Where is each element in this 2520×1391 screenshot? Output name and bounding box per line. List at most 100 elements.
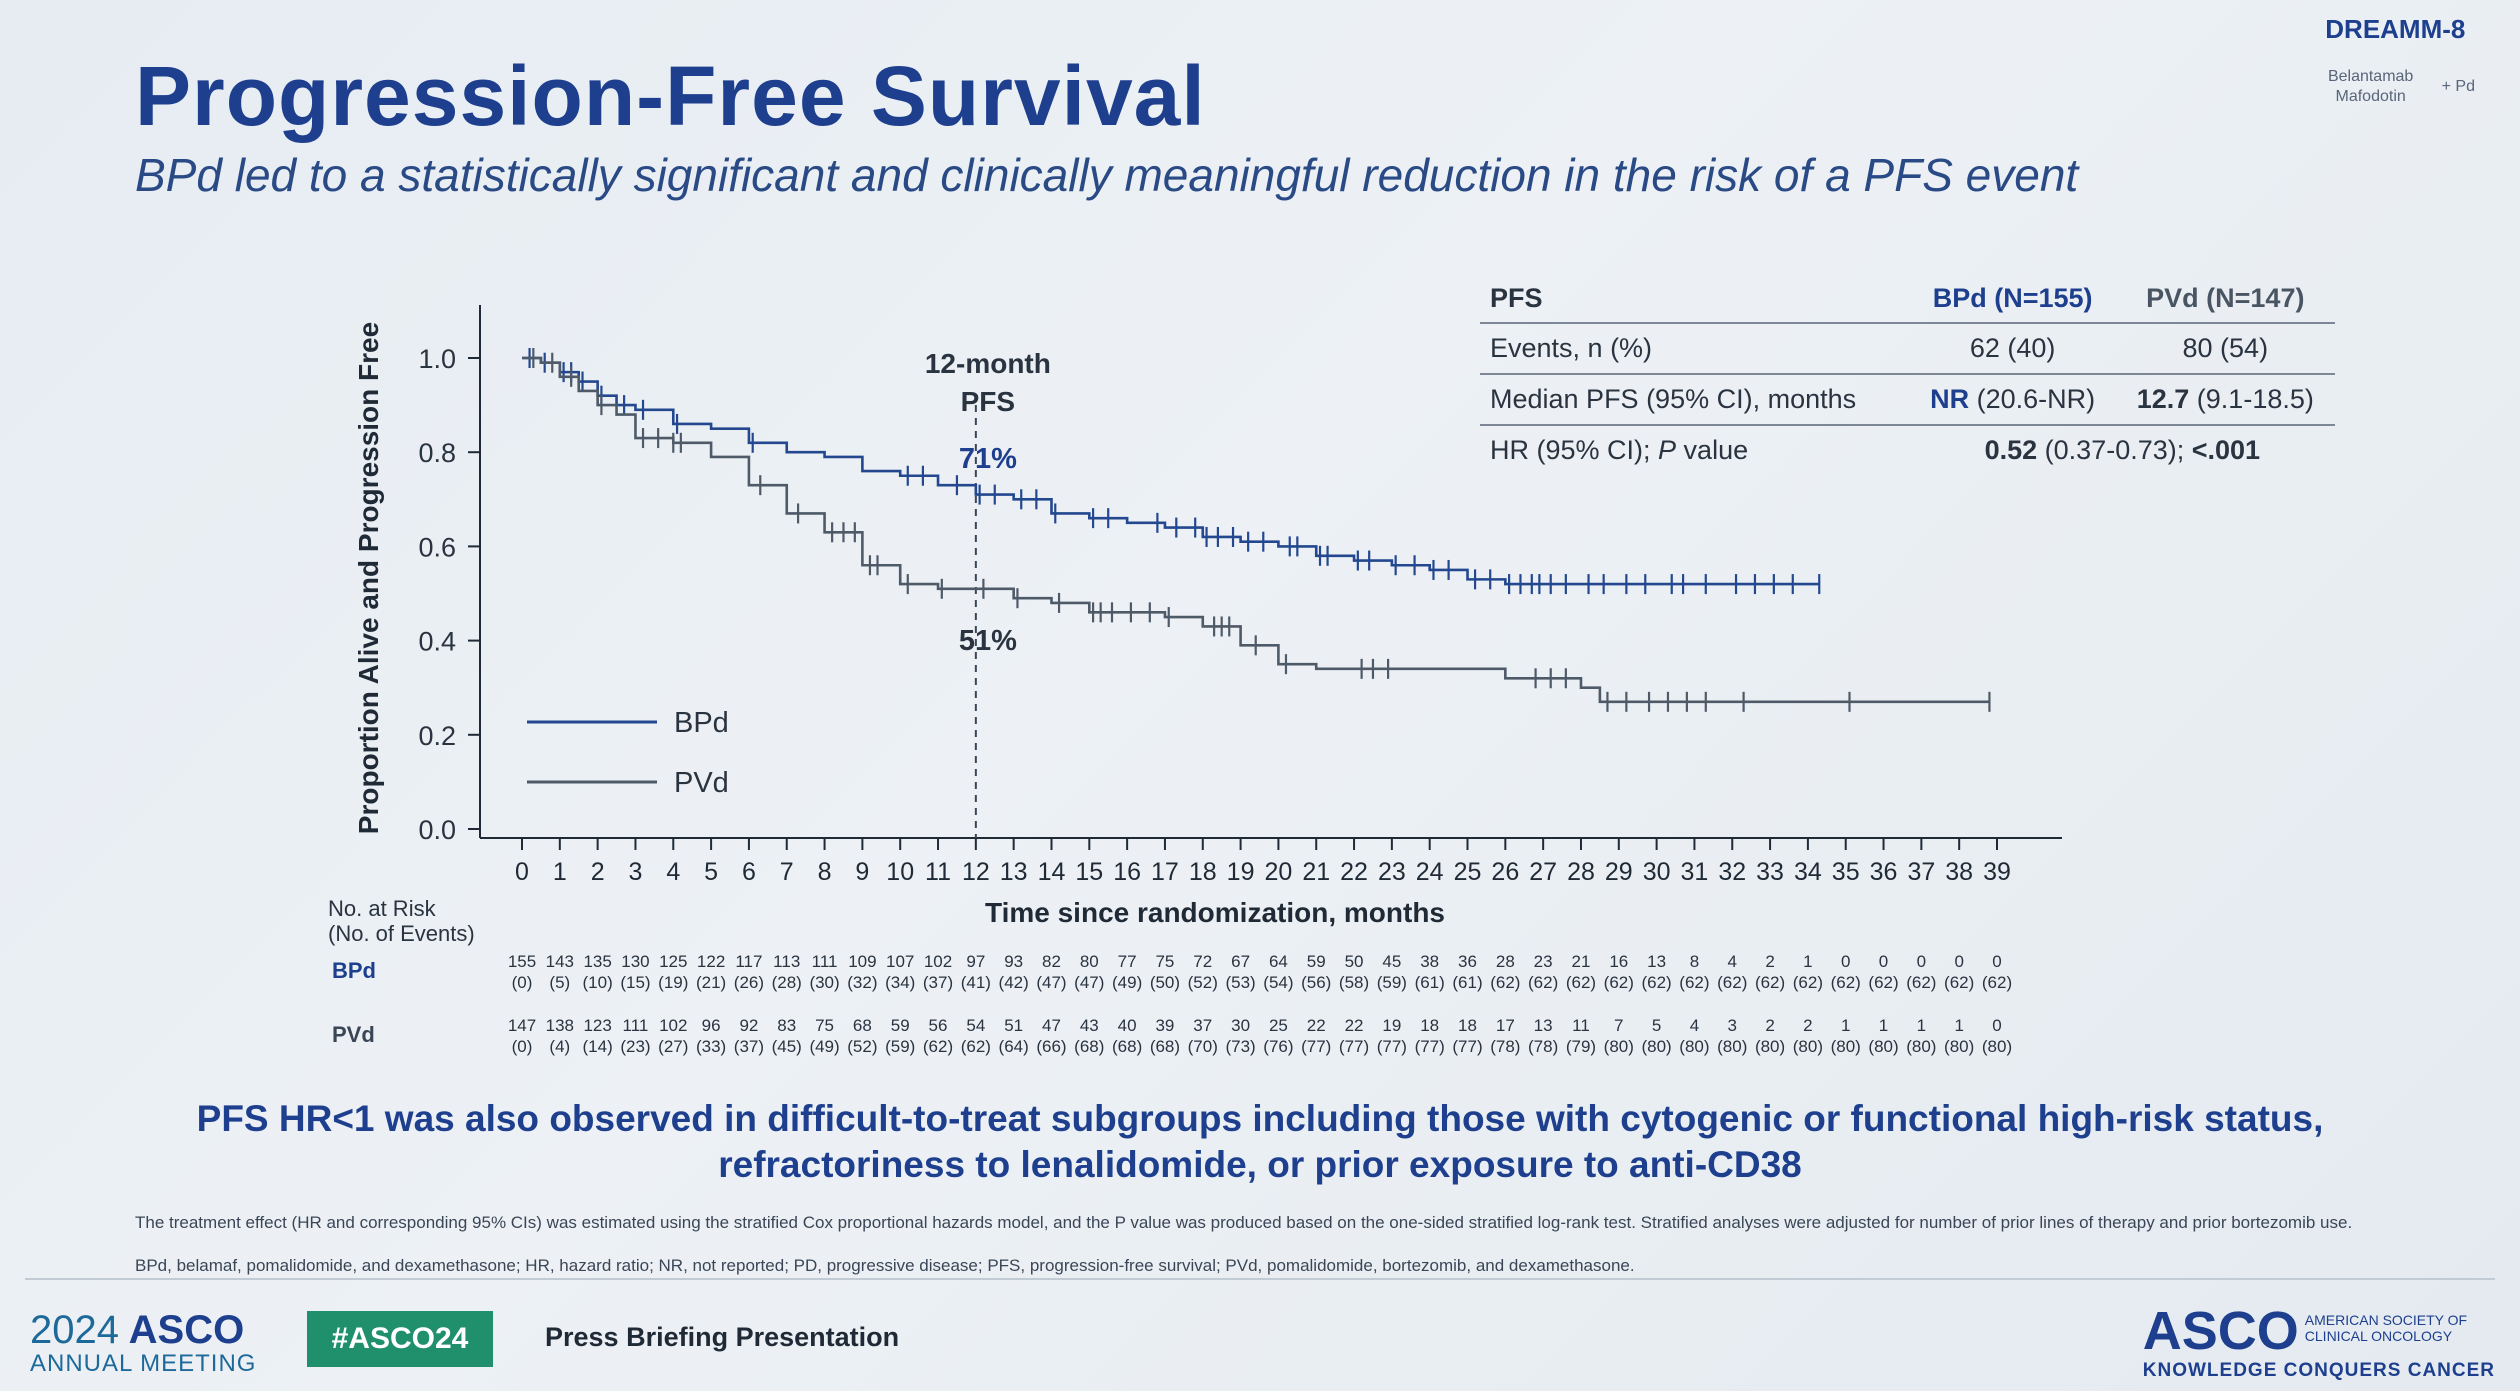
x-tick-label: 32 bbox=[1718, 858, 1746, 886]
risk-events-pvd: (80) bbox=[1679, 1037, 1710, 1056]
risk-at-risk-bpd: 28 bbox=[1495, 952, 1515, 971]
series-line-bpd bbox=[522, 356, 1820, 586]
risk-at-risk-bpd: 36 bbox=[1458, 952, 1477, 971]
risk-at-risk-pvd: 0 bbox=[1992, 1016, 2002, 1035]
risk-at-risk-bpd: 0 bbox=[1840, 952, 1851, 971]
page-title: Progression-Free Survival bbox=[135, 49, 1206, 143]
median-pvd: 12.7 (9.1-18.5) bbox=[2115, 374, 2335, 426]
x-tick-label: 38 bbox=[1945, 858, 1973, 886]
x-tick-label: 24 bbox=[1416, 858, 1444, 886]
x-tick-label: 16 bbox=[1113, 858, 1141, 886]
risk-events-bpd: (50) bbox=[1149, 973, 1181, 992]
x-tick-label: 33 bbox=[1756, 858, 1784, 886]
risk-events-bpd: (62) bbox=[1641, 973, 1672, 992]
table-header-bpd: BPd (N=155) bbox=[1909, 275, 2116, 324]
risk-events-bpd: (37) bbox=[922, 973, 954, 992]
risk-events-pvd: (68) bbox=[1149, 1037, 1181, 1056]
x-tick-label: 8 bbox=[818, 858, 832, 886]
x-tick-label: 11 bbox=[925, 858, 951, 886]
risk-at-risk-bpd: 80 bbox=[1079, 952, 1099, 971]
risk-at-risk-pvd: 96 bbox=[701, 1016, 721, 1035]
risk-at-risk-pvd: 13 bbox=[1533, 1016, 1553, 1035]
risk-at-risk-pvd: 30 bbox=[1231, 1016, 1251, 1035]
risk-at-risk-bpd: 107 bbox=[886, 952, 915, 971]
risk-events-bpd: (19) bbox=[658, 973, 689, 992]
events-bpd: 62 (40) bbox=[1909, 323, 2116, 375]
risk-events-pvd: (77) bbox=[1452, 1037, 1483, 1056]
risk-at-risk-pvd: 83 bbox=[777, 1016, 797, 1035]
risk-events-pvd: (77) bbox=[1414, 1037, 1445, 1056]
x-tick-label: 19 bbox=[1227, 858, 1255, 886]
risk-events-pvd: (80) bbox=[1792, 1037, 1823, 1056]
asco-logo: ASCO AMERICAN SOCIETY OF CLINICAL ONCOLOGY… bbox=[2142, 1301, 2495, 1381]
risk-events-bpd: (56) bbox=[1301, 973, 1332, 992]
risk-at-risk-pvd: 1 bbox=[1840, 1016, 1851, 1035]
risk-events-bpd: (0) bbox=[511, 973, 533, 992]
risk-events-pvd: (80) bbox=[1944, 1037, 1975, 1056]
risk-events-bpd: (49) bbox=[1112, 973, 1143, 992]
legend-label-bpd: BPd bbox=[674, 707, 729, 739]
risk-at-risk-pvd: 54 bbox=[966, 1016, 986, 1035]
risk-events-pvd: (52) bbox=[847, 1037, 878, 1056]
x-tick-label: 25 bbox=[1454, 858, 1482, 886]
risk-at-risk-bpd: 77 bbox=[1117, 952, 1137, 971]
risk-at-risk-bpd: 13 bbox=[1647, 952, 1667, 971]
risk-at-risk-bpd: 125 bbox=[659, 952, 688, 971]
risk-at-risk-pvd: 18 bbox=[1458, 1016, 1477, 1035]
row-label: Median PFS (95% CI), months bbox=[1480, 374, 1910, 426]
x-tick-label: 26 bbox=[1491, 858, 1519, 886]
y-axis-label: Proportion Alive and Progression Free bbox=[353, 322, 384, 834]
risk-events-pvd: (33) bbox=[695, 1037, 727, 1056]
x-tick-label: 10 bbox=[886, 858, 914, 886]
risk-events-bpd: (61) bbox=[1452, 973, 1483, 992]
risk-at-risk-bpd: 0 bbox=[1878, 952, 1889, 971]
risk-at-risk-bpd: 135 bbox=[583, 952, 612, 971]
risk-at-risk-pvd: 5 bbox=[1651, 1016, 1662, 1035]
risk-events-bpd: (10) bbox=[582, 973, 613, 992]
table-row: Events, n (%) 62 (40) 80 (54) bbox=[1480, 323, 2335, 375]
legend-label-pvd: PVd bbox=[674, 767, 729, 799]
risk-events-pvd: (4) bbox=[549, 1037, 571, 1056]
risk-at-risk-pvd: 1 bbox=[1916, 1016, 1927, 1035]
risk-events-bpd: (58) bbox=[1338, 973, 1370, 992]
risk-events-bpd: (54) bbox=[1263, 973, 1294, 992]
risk-at-risk-pvd: 68 bbox=[852, 1016, 872, 1035]
risk-at-risk-bpd: 93 bbox=[1004, 952, 1024, 971]
risk-events-bpd: (53) bbox=[1225, 973, 1256, 992]
annotation-pvd-value: 51% bbox=[959, 625, 1017, 657]
x-tick-label: 30 bbox=[1643, 858, 1671, 886]
risk-events-bpd: (15) bbox=[620, 973, 651, 992]
risk-events-pvd: (80) bbox=[1830, 1037, 1861, 1056]
pfs-summary-table: PFS BPd (N=155) PVd (N=147) Events, n (%… bbox=[1480, 275, 2335, 475]
risk-events-bpd: (28) bbox=[771, 973, 802, 992]
x-tick-label: 23 bbox=[1378, 858, 1406, 886]
x-tick-label: 20 bbox=[1265, 858, 1293, 886]
risk-events-pvd: (80) bbox=[1754, 1037, 1786, 1056]
risk-events-pvd: (62) bbox=[922, 1037, 954, 1056]
risk-at-risk-pvd: 2 bbox=[1765, 1016, 1775, 1035]
risk-events-pvd: (78) bbox=[1528, 1037, 1559, 1056]
risk-at-risk-bpd: 64 bbox=[1268, 952, 1288, 971]
risk-events-bpd: (62) bbox=[1603, 973, 1634, 992]
y-tick-label: 0.8 bbox=[418, 438, 456, 468]
row-label: Events, n (%) bbox=[1480, 323, 1910, 375]
risk-at-risk-pvd: 3 bbox=[1727, 1016, 1737, 1035]
x-tick-label: 2 bbox=[591, 858, 605, 886]
x-tick-label: 7 bbox=[780, 858, 794, 886]
risk-events-bpd: (30) bbox=[809, 973, 840, 992]
drug-name: Belantamab Mafodotin bbox=[2327, 68, 2414, 105]
drug-combo: + Pd bbox=[2441, 78, 2475, 95]
risk-at-risk-pvd: 51 bbox=[1004, 1016, 1024, 1035]
risk-events-pvd: (79) bbox=[1565, 1037, 1597, 1056]
risk-at-risk-pvd: 56 bbox=[928, 1016, 948, 1035]
risk-at-risk-bpd: 117 bbox=[735, 952, 763, 971]
risk-at-risk-bpd: 143 bbox=[545, 952, 574, 971]
footnote-abbreviations: BPd, belamaf, pomalidomide, and dexameth… bbox=[135, 1256, 1635, 1275]
risk-events-pvd: (70) bbox=[1187, 1037, 1218, 1056]
risk-events-bpd: (62) bbox=[1528, 973, 1559, 992]
risk-events-pvd: (80) bbox=[1641, 1037, 1672, 1056]
risk-events-pvd: (37) bbox=[733, 1037, 765, 1056]
x-tick-label: 27 bbox=[1529, 858, 1557, 886]
risk-events-bpd: (5) bbox=[549, 973, 571, 992]
risk-at-risk-pvd: 37 bbox=[1193, 1016, 1213, 1035]
